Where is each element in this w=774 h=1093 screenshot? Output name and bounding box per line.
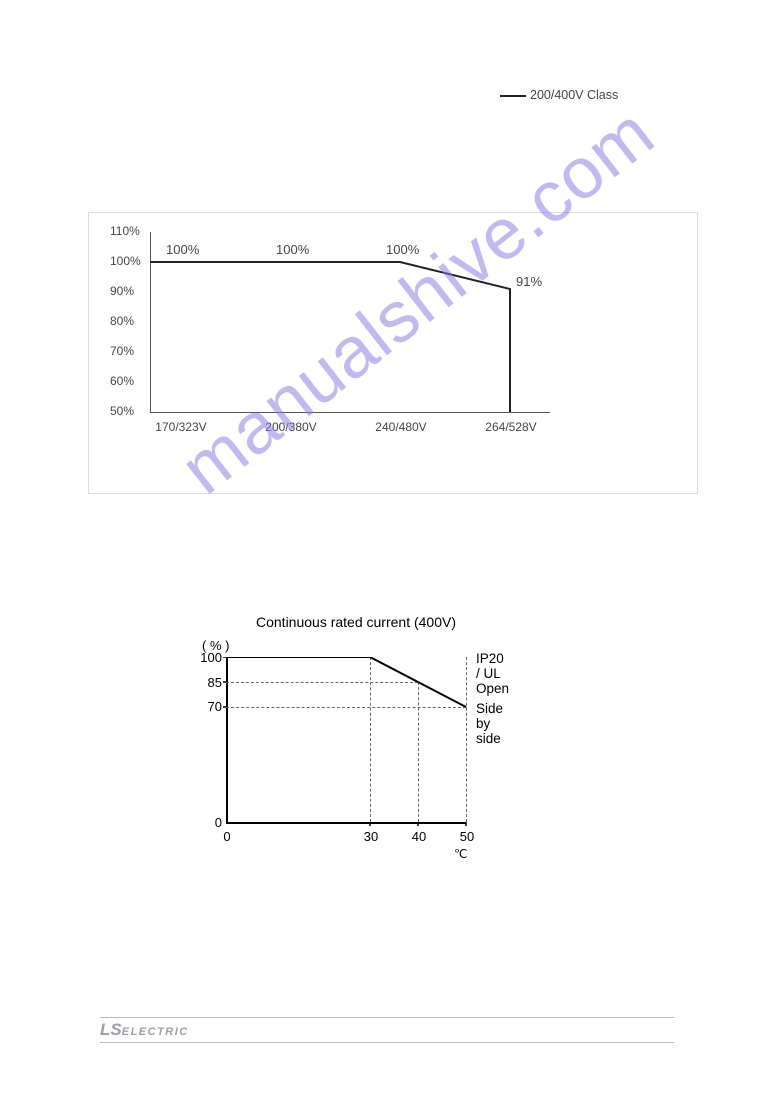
legend-line-icon	[500, 95, 526, 97]
voltage-derating-chart: 110% 100% 90% 80% 70% 60% 50% 100% 100% …	[100, 222, 580, 462]
chart2-xtick: 40	[404, 829, 434, 844]
chart2-xtick: 0	[212, 829, 242, 844]
chart1-point-label: 91%	[516, 274, 542, 289]
chart1-legend-label: 200/400V Class	[530, 88, 618, 102]
chart2-series-line	[196, 657, 496, 827]
page: 110% 100% 90% 80% 70% 60% 50% 100% 100% …	[0, 0, 774, 1093]
chart2-xtick: 30	[356, 829, 386, 844]
chart2-label-ip20: IP20 / UL Open	[476, 651, 509, 696]
footer: LSELECTRIC	[100, 1017, 674, 1043]
chart2-title: Continuous rated current (400V)	[256, 614, 596, 630]
temperature-derating-chart: Continuous rated current (400V) ( % ) 10…	[196, 614, 596, 874]
chart1-legend: 200/400V Class	[500, 88, 618, 102]
chart1-point-label: 100%	[276, 242, 309, 257]
chart2-unit-label: ( % )	[202, 638, 596, 653]
chart2-label-side: Side by side	[476, 701, 506, 746]
footer-logo-main: LS	[100, 1020, 122, 1039]
chart1-xtick: 200/380V	[256, 420, 326, 434]
chart1-xtick: 240/480V	[366, 420, 436, 434]
chart2-x-unit: ℃	[454, 847, 467, 861]
footer-logo-sub: ELECTRIC	[122, 1026, 189, 1038]
chart1-point-label: 100%	[166, 242, 199, 257]
chart1-point-label: 100%	[386, 242, 419, 257]
footer-logo: LSELECTRIC	[100, 1020, 189, 1040]
chart1-xtick: 170/323V	[146, 420, 216, 434]
chart1-xtick: 264/528V	[476, 420, 546, 434]
chart2-xtick: 50	[452, 829, 482, 844]
